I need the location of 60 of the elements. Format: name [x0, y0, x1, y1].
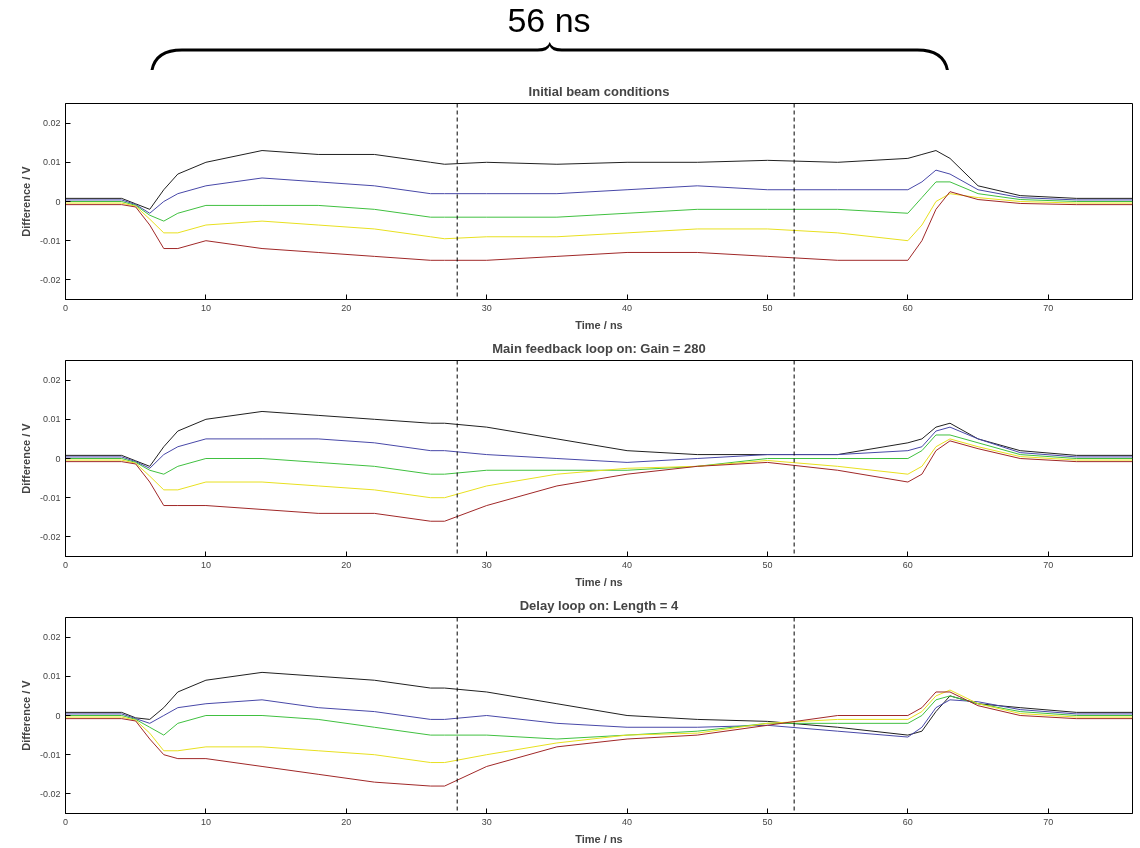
x-tick-label: 20 — [341, 816, 352, 827]
chart-title: Initial beam conditions — [528, 83, 670, 99]
x-tick-label: 0 — [63, 816, 69, 827]
x-tick-label: 60 — [902, 816, 913, 827]
line-series — [65, 440, 1133, 522]
line-series — [65, 426, 1133, 469]
x-tick-label: 40 — [622, 559, 633, 570]
y-tick-label: -0.01 — [39, 492, 61, 503]
x-tick-label: 20 — [341, 302, 352, 313]
x-axis-title: Time / ns — [575, 832, 623, 845]
x-tick-label: 50 — [762, 559, 773, 570]
x-tick-label: 10 — [200, 302, 211, 313]
line-series — [65, 169, 1133, 214]
x-tick-label: 60 — [902, 302, 913, 313]
x-tick-label: 70 — [1043, 302, 1054, 313]
y-tick-label: -0.01 — [39, 235, 61, 246]
x-tick-label: 10 — [200, 559, 211, 570]
x-tick-label: 10 — [200, 816, 211, 827]
y-tick-label: -0.02 — [39, 788, 61, 799]
x-axis-title: Time / ns — [575, 318, 623, 331]
line-series — [65, 671, 1133, 736]
y-axis-title: Difference / V — [19, 422, 32, 494]
y-tick-label: 0.02 — [42, 118, 61, 129]
line-series — [65, 689, 1133, 764]
y-axis-title: Difference / V — [19, 165, 32, 237]
y-tick-label: 0.02 — [42, 375, 61, 386]
chart-title: Main feedback loop on: Gain = 280 — [492, 340, 706, 356]
y-tick-label: 0 — [55, 196, 61, 207]
y-tick-label: 0 — [55, 453, 61, 464]
line-series — [65, 193, 1133, 242]
x-axis-title: Time / ns — [575, 575, 623, 588]
y-tick-label: -0.01 — [39, 749, 61, 760]
line-series — [65, 691, 1133, 787]
x-tick-label: 20 — [341, 559, 352, 570]
line-series — [65, 410, 1133, 467]
x-tick-label: 30 — [481, 559, 492, 570]
y-tick-label: 0.01 — [42, 671, 61, 682]
y-tick-label: -0.02 — [39, 531, 61, 542]
x-tick-label: 60 — [902, 559, 913, 570]
x-tick-label: 0 — [63, 559, 69, 570]
x-tick-label: 40 — [622, 302, 633, 313]
chart-title: Delay loop on: Length = 4 — [519, 597, 680, 613]
y-tick-label: 0 — [55, 710, 61, 721]
x-tick-label: 0 — [63, 302, 69, 313]
y-tick-label: 0.01 — [42, 157, 61, 168]
x-tick-label: 40 — [622, 816, 633, 827]
text: 56 ns — [506, 0, 592, 40]
line-series — [65, 150, 1133, 210]
y-tick-label: 0.01 — [42, 414, 61, 425]
x-tick-label: 70 — [1043, 816, 1054, 827]
x-tick-label: 30 — [481, 302, 492, 313]
line-series — [65, 438, 1133, 499]
line-series — [65, 191, 1133, 261]
x-tick-label: 50 — [762, 302, 773, 313]
y-tick-label: -0.02 — [39, 274, 61, 285]
x-tick-label: 50 — [762, 816, 773, 827]
y-axis-title: Difference / V — [19, 679, 32, 751]
x-tick-label: 30 — [481, 816, 492, 827]
y-tick-label: 0.02 — [42, 632, 61, 643]
x-tick-label: 70 — [1043, 559, 1054, 570]
